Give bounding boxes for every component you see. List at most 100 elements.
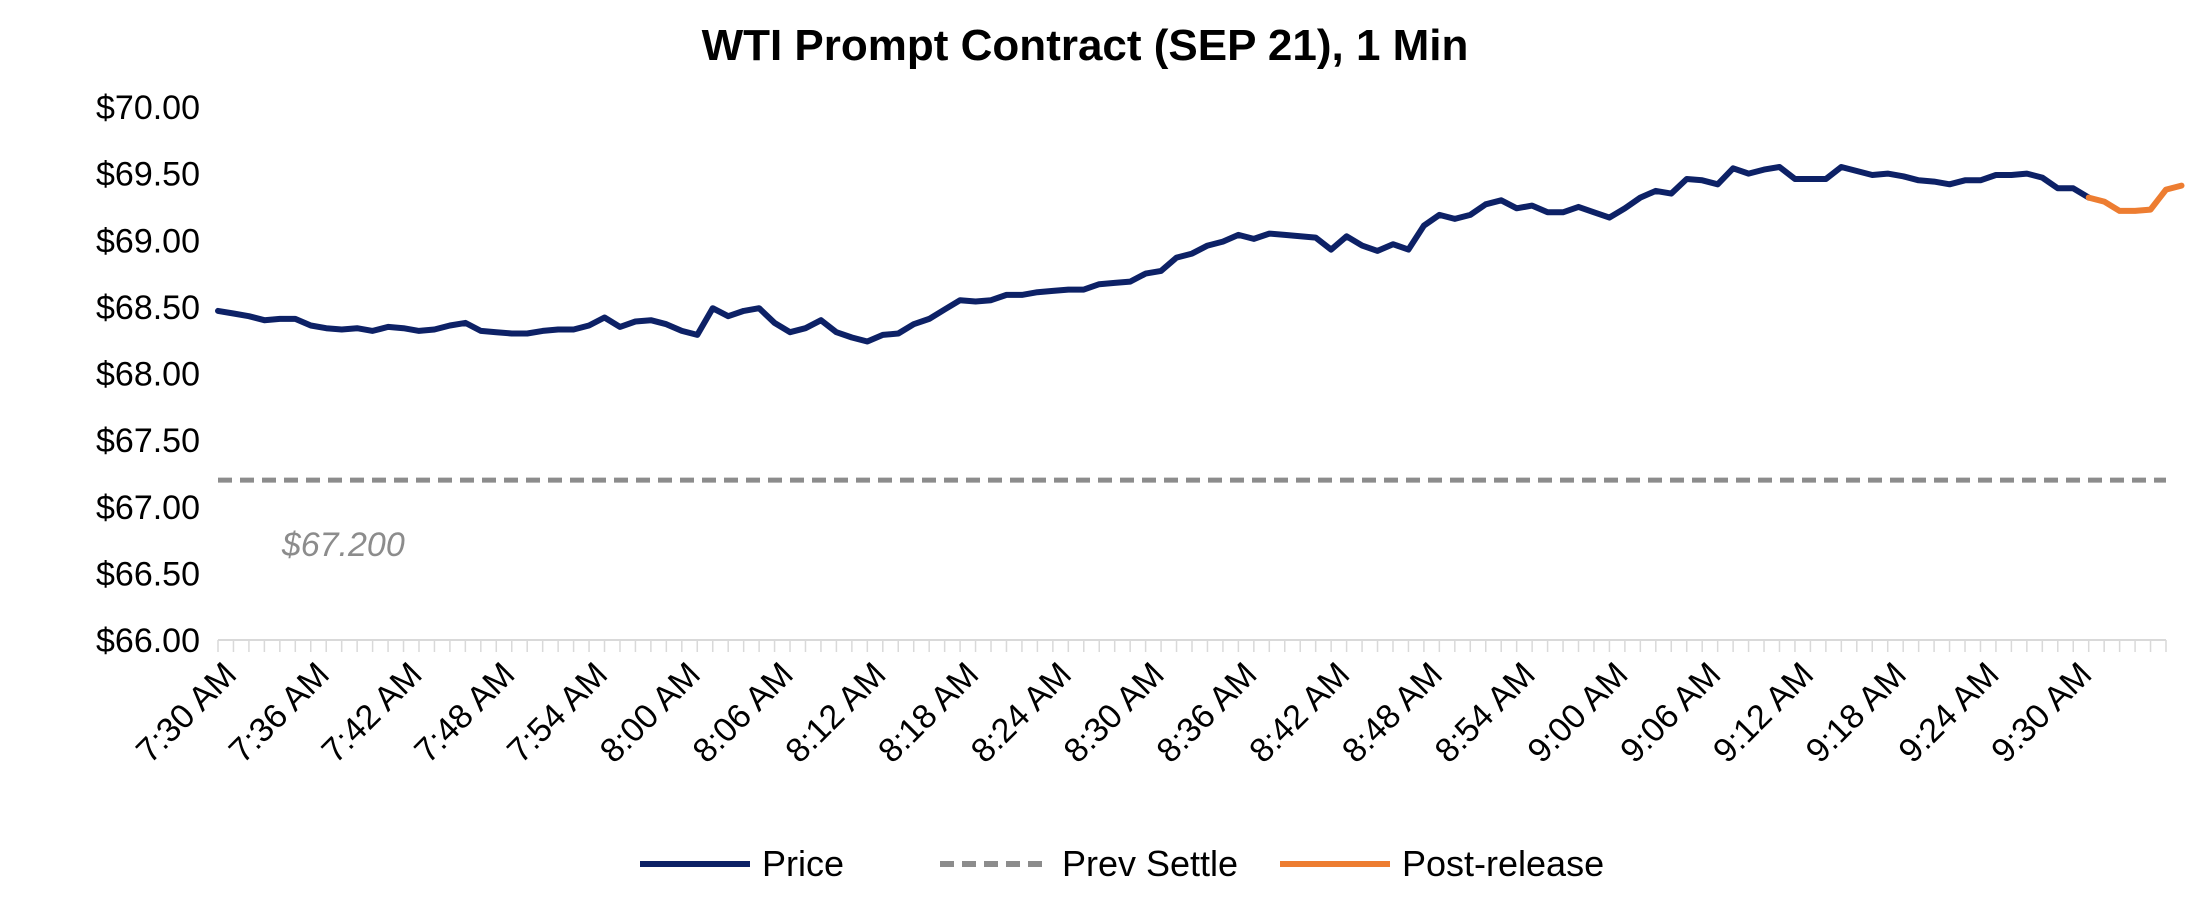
data-point [326, 328, 327, 329]
data-point [759, 308, 760, 309]
data-point [1794, 178, 1795, 179]
data-point [1779, 166, 1780, 167]
y-tick-label: $66.00 [96, 622, 200, 660]
data-point [558, 329, 559, 330]
chart-title: WTI Prompt Contract (SEP 21), 1 Min [702, 21, 1469, 70]
data-point [2181, 185, 2182, 186]
x-tick-label: 7:42 AM [315, 655, 430, 770]
series-line [2085, 182, 2185, 214]
data-point [619, 326, 620, 327]
data-point [1872, 174, 1873, 175]
data-point [1841, 166, 1842, 167]
data-point [712, 308, 713, 309]
data-point [2135, 210, 2136, 211]
x-tick-label: 8:24 AM [964, 655, 1079, 770]
data-point [2011, 174, 2012, 175]
y-tick-label: $70.00 [96, 89, 200, 127]
data-point [341, 329, 342, 330]
data-point [1501, 200, 1502, 201]
data-point [1903, 176, 1904, 177]
data-point [913, 324, 914, 325]
data-point [403, 328, 404, 329]
y-tick-label: $69.00 [96, 222, 200, 260]
data-point [1192, 253, 1193, 254]
data-point [882, 334, 883, 335]
data-point [434, 329, 435, 330]
y-tick-label: $68.50 [96, 289, 200, 327]
x-tick-label: 7:48 AM [407, 655, 522, 770]
x-tick-label: 9:24 AM [1891, 655, 2006, 770]
x-tick-label: 7:30 AM [129, 655, 244, 770]
data-point [898, 333, 899, 334]
data-point [1300, 236, 1301, 237]
x-tick-label: 7:54 AM [500, 655, 615, 770]
x-tick-label: 8:48 AM [1335, 655, 1450, 770]
data-point [666, 324, 667, 325]
data-point [697, 334, 698, 335]
data-point [589, 325, 590, 326]
legend-label: Post-release [1402, 843, 1604, 884]
data-point [1980, 180, 1981, 181]
data-point [527, 333, 528, 334]
data-point [1702, 180, 1703, 181]
data-point [1207, 245, 1208, 246]
data-point [1671, 193, 1672, 194]
data-point [1037, 292, 1038, 293]
data-point [1748, 173, 1749, 174]
data-point [1099, 284, 1100, 285]
x-tick-label: 9:00 AM [1520, 655, 1635, 770]
data-point [2073, 188, 2074, 189]
data-point [1624, 208, 1625, 209]
data-point [1130, 281, 1131, 282]
data-point [1686, 178, 1687, 179]
data-point [743, 310, 744, 311]
x-axis: 7:30 AM7:36 AM7:42 AM7:48 AM7:54 AM8:00 … [129, 639, 2167, 770]
data-point [1485, 204, 1486, 205]
data-point [820, 320, 821, 321]
data-point [418, 330, 419, 331]
x-tick-label: 8:00 AM [593, 655, 708, 770]
data-point [279, 318, 280, 319]
data-point [728, 316, 729, 317]
data-point [929, 318, 930, 319]
data-point [681, 330, 682, 331]
data-point [2104, 201, 2105, 202]
data-point [1516, 208, 1517, 209]
data-point [1965, 180, 1966, 181]
x-tick-label: 8:54 AM [1428, 655, 1543, 770]
data-point [1887, 173, 1888, 174]
data-point [496, 332, 497, 333]
annotation-layer: $67.200 [281, 526, 405, 564]
x-tick-label: 8:36 AM [1149, 655, 1264, 770]
data-point [295, 318, 296, 319]
data-point [465, 322, 466, 323]
data-point [2057, 188, 2058, 189]
data-point [388, 326, 389, 327]
data-point [1083, 289, 1084, 290]
data-point [1547, 212, 1548, 213]
data-point [542, 330, 543, 331]
data-point [372, 330, 373, 331]
legend: Price Prev Settle Post-release [640, 843, 1604, 884]
x-tick-label: 9:30 AM [1984, 655, 2099, 770]
y-tick-label: $67.00 [96, 489, 200, 527]
data-point [944, 309, 945, 310]
data-point [1764, 169, 1765, 170]
data-point [1346, 236, 1347, 237]
data-point [836, 332, 837, 333]
data-point [1423, 225, 1424, 226]
data-point [2088, 197, 2089, 198]
data-point [1408, 249, 1409, 250]
data-point [1176, 257, 1177, 258]
data-point [1377, 250, 1378, 251]
data-point [1454, 218, 1455, 219]
data-point [1006, 294, 1007, 295]
y-tick-label: $67.50 [96, 422, 200, 460]
data-point [449, 325, 450, 326]
data-point [1331, 249, 1332, 250]
data-point [1052, 290, 1053, 291]
data-point [1222, 241, 1223, 242]
data-point [1995, 174, 1996, 175]
data-point [1315, 237, 1316, 238]
data-point [774, 322, 775, 323]
